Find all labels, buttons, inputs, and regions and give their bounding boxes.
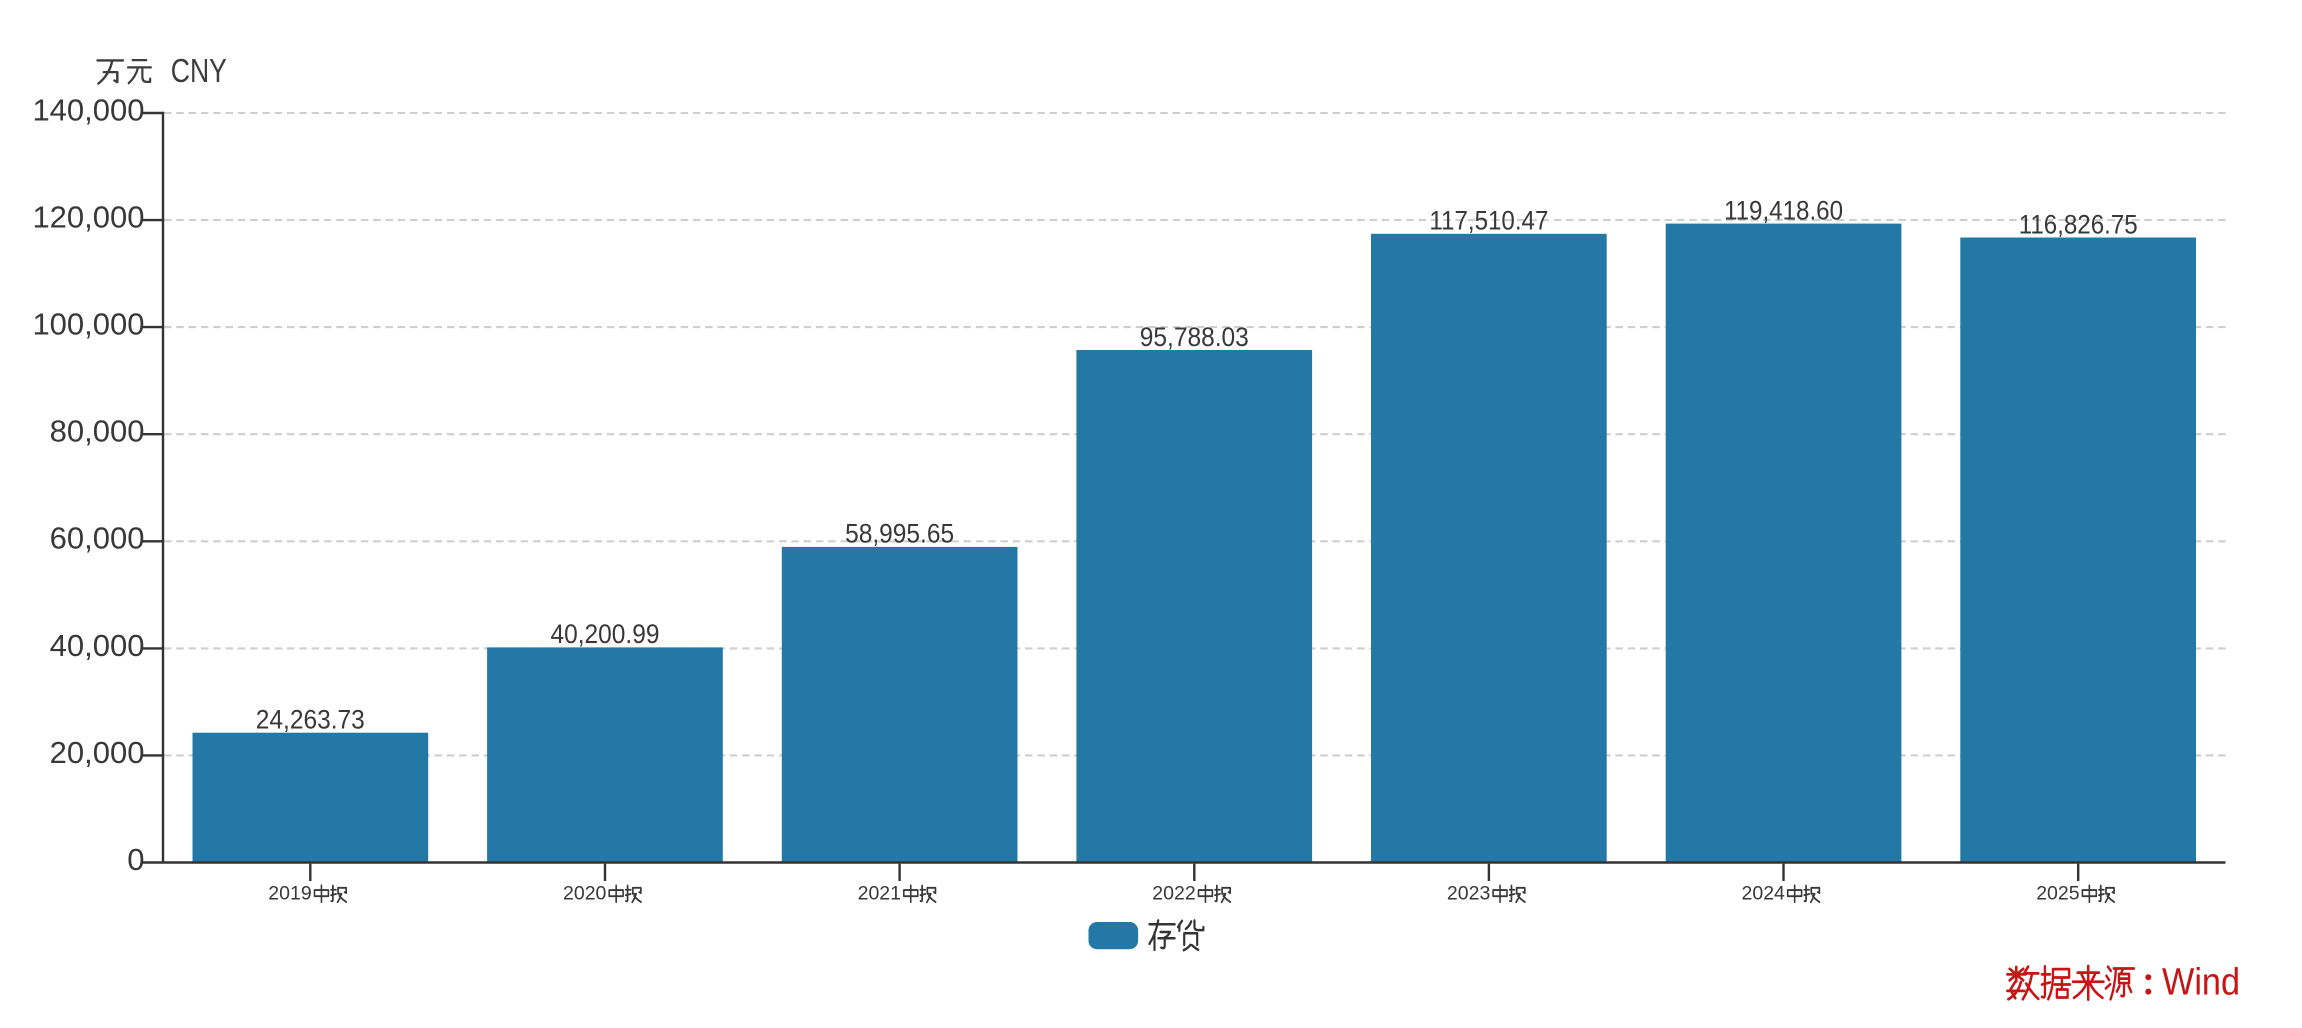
svg-text:2024: 2024 <box>1742 883 1786 905</box>
svg-text:40,000: 40,000 <box>50 628 145 663</box>
svg-text:2025: 2025 <box>2036 883 2080 905</box>
svg-text:95,788.03: 95,788.03 <box>1140 322 1249 352</box>
svg-text:2023: 2023 <box>1447 883 1490 905</box>
svg-text:80,000: 80,000 <box>50 414 145 449</box>
svg-text:119,418.60: 119,418.60 <box>1724 195 1843 225</box>
svg-text:2020: 2020 <box>563 883 607 905</box>
svg-text:24,263.73: 24,263.73 <box>256 705 365 735</box>
svg-text:140,000: 140,000 <box>32 92 144 127</box>
svg-text:Wind: Wind <box>2162 962 2240 1004</box>
svg-text:2021: 2021 <box>858 883 901 905</box>
svg-text:40,200.99: 40,200.99 <box>551 619 660 649</box>
svg-text:58,995.65: 58,995.65 <box>845 519 954 549</box>
svg-text:2019: 2019 <box>268 883 311 905</box>
svg-text:116,826.75: 116,826.75 <box>2019 209 2138 239</box>
svg-text:0: 0 <box>127 842 144 877</box>
svg-text:CNY: CNY <box>171 52 227 89</box>
svg-text:120,000: 120,000 <box>32 200 144 235</box>
svg-text:100,000: 100,000 <box>32 307 144 342</box>
svg-text:117,510.47: 117,510.47 <box>1429 206 1548 236</box>
svg-text:60,000: 60,000 <box>50 521 145 556</box>
svg-text:20,000: 20,000 <box>50 735 145 770</box>
svg-text:2022: 2022 <box>1152 883 1195 905</box>
